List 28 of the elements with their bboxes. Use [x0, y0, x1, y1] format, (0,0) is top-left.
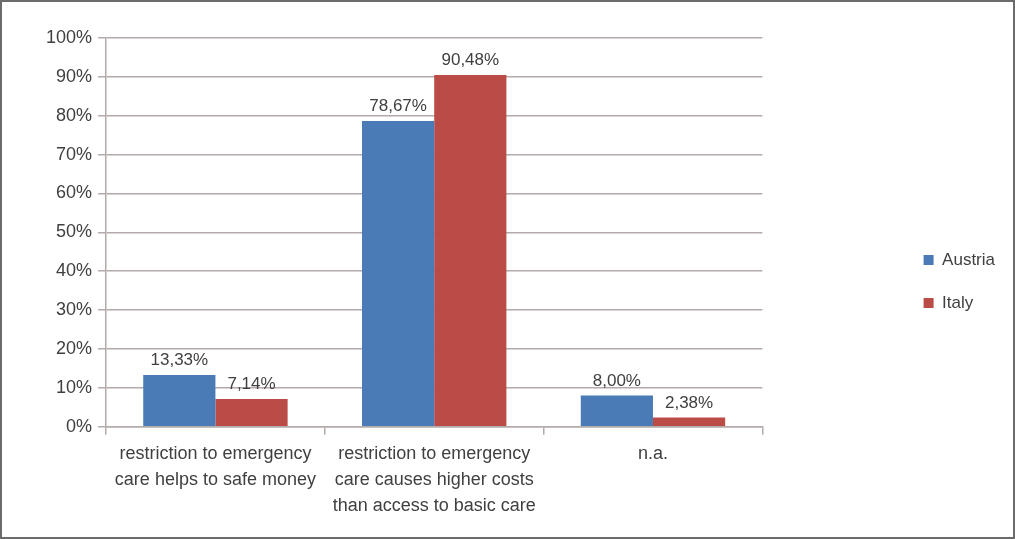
legend-label: Italy	[942, 292, 974, 312]
y-tick-label: 20%	[56, 337, 93, 358]
bar	[434, 75, 507, 426]
y-tick-label: 0%	[66, 415, 93, 436]
data-label: 7,14%	[227, 374, 276, 394]
y-tick-label: 80%	[56, 104, 93, 125]
bar	[580, 395, 653, 426]
legend-label: Austria	[942, 249, 996, 269]
y-tick-label: 10%	[56, 376, 93, 397]
x-tick-label: restriction to emergency care causes higher costs than access to basic care	[332, 442, 536, 515]
y-tick-label: 40%	[56, 260, 93, 281]
data-label: 78,67%	[369, 96, 427, 116]
y-tick-label: 100%	[45, 26, 93, 47]
bar	[143, 374, 216, 426]
y-tick-label: 50%	[56, 221, 93, 242]
x-tick-label: n.a.	[637, 442, 668, 463]
data-label: 13,33%	[150, 350, 209, 370]
bar	[362, 120, 435, 426]
data-label: 2,38%	[664, 392, 714, 412]
y-tick-label: 60%	[56, 182, 93, 203]
bar	[215, 398, 288, 426]
y-tick-label: 70%	[56, 143, 93, 164]
data-label: 90,48%	[441, 50, 500, 70]
y-tick-label: 30%	[56, 299, 93, 320]
data-label: 8,00%	[592, 370, 641, 390]
y-tick-label: 90%	[56, 65, 93, 86]
bar	[652, 417, 726, 426]
x-tick-label: restriction to emergency care helps to safe money	[114, 442, 316, 489]
